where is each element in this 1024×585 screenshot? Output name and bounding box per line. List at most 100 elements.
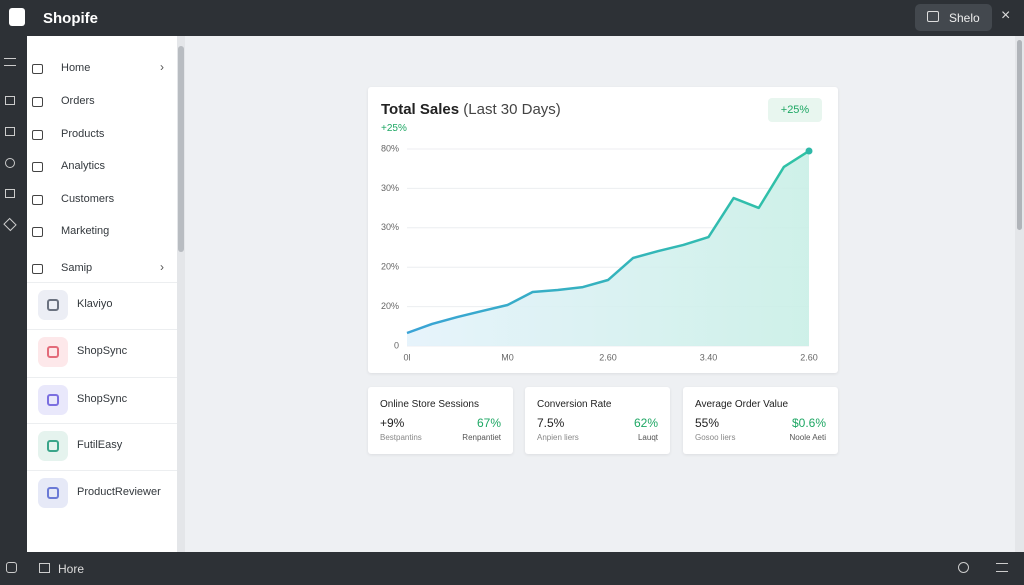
rail-icon[interactable] — [5, 158, 15, 168]
chevron: › — [160, 60, 164, 74]
button-icon — [927, 11, 939, 22]
metric-value: +9% — [380, 416, 405, 430]
nav-item[interactable]: Marketing — [27, 220, 177, 244]
chart: 0 20% 20% 30% 30% 80% 0l M0 2.60 3.40 2.60 — [381, 143, 818, 362]
chart-card: Total Sales (Last 30 Days) +25% +25% 0 20… — [368, 87, 838, 373]
app-icon — [38, 290, 68, 320]
bottom-icon[interactable] — [958, 562, 969, 573]
nav-label: Marketing — [61, 225, 110, 237]
metric-card[interactable]: Online Store Sessions +9% 67% Bestpantins Re… — [368, 387, 513, 454]
main-scrollbar — [1015, 36, 1024, 552]
nav-label: Samip — [61, 262, 93, 274]
app-label: Klaviyo — [77, 298, 113, 310]
x-tick-label: 2.60 — [599, 352, 617, 362]
nav-item[interactable]: Home › — [27, 57, 177, 81]
metric-change: 62% — [633, 416, 658, 430]
app-label: ShopSync — [77, 393, 128, 405]
app-icon — [38, 385, 68, 415]
app-glyph — [47, 346, 59, 358]
chart-heading: Total Sales (Last 30 Days) — [381, 101, 561, 118]
x-tick-label: 0l — [403, 352, 410, 362]
y-tick-label: 20% — [381, 301, 399, 311]
metric-title: Online Store Sessions — [380, 399, 479, 410]
top-button[interactable]: Shelo — [915, 4, 992, 31]
metric-sub: Lauqt — [637, 433, 658, 442]
nav-icon — [32, 162, 43, 172]
y-tick-label: 30% — [381, 222, 399, 232]
metric-title: Conversion Rate — [537, 399, 612, 410]
app-item[interactable]: ShopSync — [27, 329, 177, 375]
brand: Shopife — [43, 10, 98, 27]
nav-item[interactable]: Orders — [27, 90, 177, 114]
scroll-thumb[interactable] — [1017, 40, 1022, 230]
nav-icon — [32, 227, 43, 237]
bottom-icon[interactable] — [6, 562, 17, 573]
nav-icon — [32, 195, 43, 205]
app-glyph — [47, 394, 59, 406]
end-point — [805, 147, 813, 155]
bottom-bar: Hore — [0, 552, 1024, 585]
sidebar-scrollbar — [177, 36, 185, 552]
app-icon — [38, 431, 68, 461]
chart-title: Total Sales — [381, 101, 460, 118]
bottom-icon — [39, 563, 50, 573]
logo[interactable] — [9, 8, 25, 26]
metric-sub: Anpien liers — [537, 433, 579, 442]
rail-icon[interactable] — [3, 217, 17, 232]
app-item[interactable]: ProductReviewer — [27, 470, 177, 516]
metric-card[interactable]: Conversion Rate 7.5% 62% Anpien liers Lauqt — [525, 387, 670, 454]
metric-sub: Bestpantins — [380, 433, 422, 442]
menu-icon[interactable] — [996, 563, 1008, 572]
metric-change: 67% — [476, 416, 501, 430]
nav-label: Analytics — [61, 160, 106, 172]
y-tick-label: 30% — [381, 183, 399, 193]
nav-label: Products — [61, 128, 105, 140]
nav-item[interactable]: Analytics — [27, 155, 177, 179]
nav-label: Orders — [61, 95, 95, 107]
app-icon — [38, 337, 68, 367]
area — [407, 150, 809, 346]
app-item[interactable]: ShopSync — [27, 377, 177, 423]
rail-icon[interactable] — [4, 58, 16, 66]
y-tick-label: 80% — [381, 143, 399, 153]
button-label: Shelo — [949, 11, 980, 25]
y-tick-label: 0 — [394, 340, 399, 350]
metric-value: 7.5% — [537, 416, 565, 430]
bottom-label[interactable]: Hore — [58, 562, 85, 576]
chart-change: +25% — [381, 123, 407, 134]
app-label: ShopSync — [77, 345, 128, 357]
icon-rail — [0, 36, 27, 552]
app-item[interactable]: Klaviyo — [27, 282, 177, 328]
nav-label: Customers — [61, 193, 115, 205]
nav-icon — [32, 64, 43, 74]
metric-sub: Noole Aeti — [789, 433, 826, 442]
x-tick-label: M0 — [501, 352, 514, 362]
nav-item[interactable]: Customers — [27, 188, 177, 212]
nav-icon — [32, 264, 43, 274]
nav-icon — [32, 97, 43, 107]
nav-item[interactable]: Samip › — [27, 257, 177, 281]
metric-card[interactable]: Average Order Value 55% $0.6% Gosoo liers No… — [683, 387, 838, 454]
nav-icon — [32, 130, 43, 140]
x-tick-label: 3.40 — [700, 352, 718, 362]
metric-sub: Gosoo liers — [695, 433, 736, 442]
chart-subtitle: (Last 30 Days) — [463, 101, 561, 118]
metric-value: 55% — [695, 416, 720, 430]
nav-item[interactable]: Products — [27, 123, 177, 147]
app-item[interactable]: FutilEasy — [27, 423, 177, 469]
rail-icon[interactable] — [5, 96, 15, 105]
rail-icon[interactable] — [5, 189, 15, 198]
y-tick-label: 20% — [381, 262, 399, 272]
scroll-thumb[interactable] — [178, 46, 184, 252]
metric-title: Average Order Value — [695, 399, 789, 410]
chevron: › — [160, 260, 164, 274]
sidebar: Home › Orders Products Analytics Customers Mar… — [27, 36, 177, 552]
nav-label: Home — [61, 62, 91, 74]
rail-icon[interactable] — [5, 127, 15, 136]
app-icon — [38, 478, 68, 508]
app-label: FutilEasy — [77, 439, 123, 451]
close[interactable]: × — [1001, 7, 1011, 24]
x-tick-label: 2.60 — [800, 352, 818, 362]
app-label: ProductReviewer — [77, 486, 161, 498]
